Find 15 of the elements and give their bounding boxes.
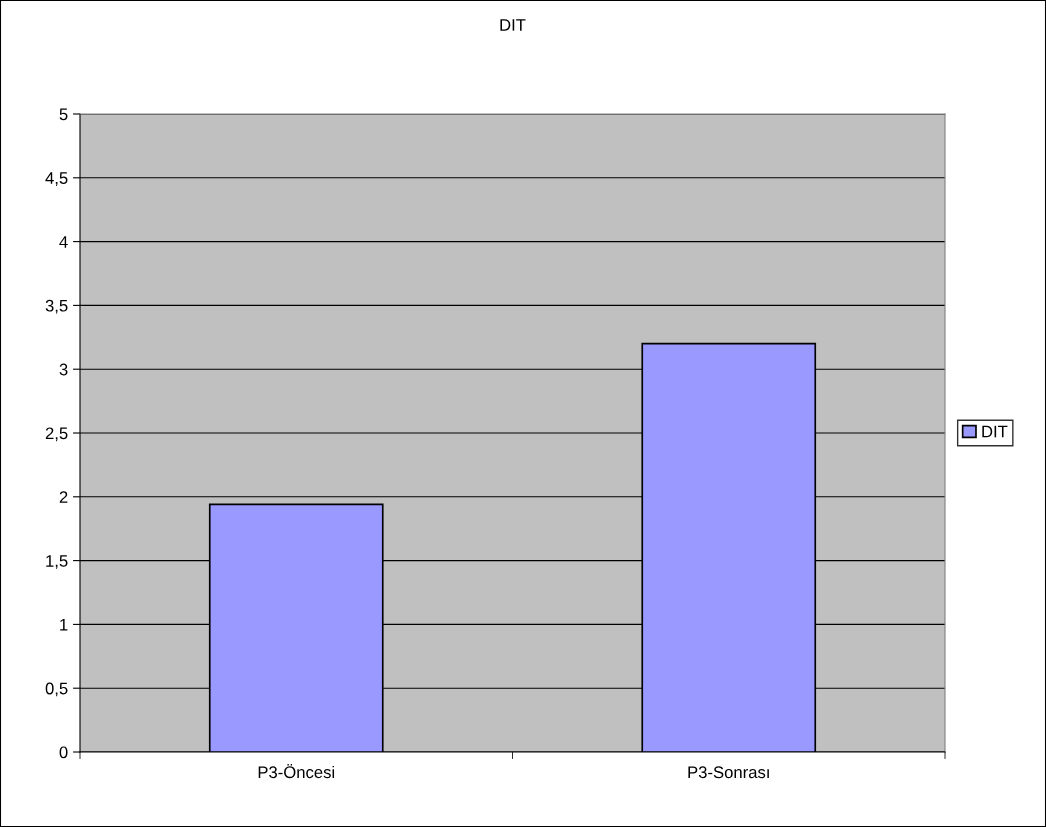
- y-tick-label: 1,5: [46, 555, 68, 569]
- legend-label: DIT: [982, 425, 1008, 438]
- y-tick-label: 0,5: [45, 682, 68, 697]
- y-tick-label: 4,5: [45, 172, 68, 186]
- y-tick-label: 3: [59, 363, 68, 376]
- y-tick-label: 2: [59, 491, 68, 503]
- x-tick-label: P3-Sonrası: [688, 766, 769, 779]
- x-tick-label: P3-Öncesi: [258, 764, 335, 779]
- y-tick-label: 1: [60, 618, 68, 631]
- chart-title: DIT: [500, 19, 526, 31]
- y-tick-label: 0: [59, 746, 68, 759]
- y-tick-label: 3,5: [45, 299, 68, 314]
- y-tick-label: 4: [59, 236, 68, 248]
- y-tick-label: 5: [59, 108, 68, 121]
- y-tick-label: 2,5: [45, 427, 68, 442]
